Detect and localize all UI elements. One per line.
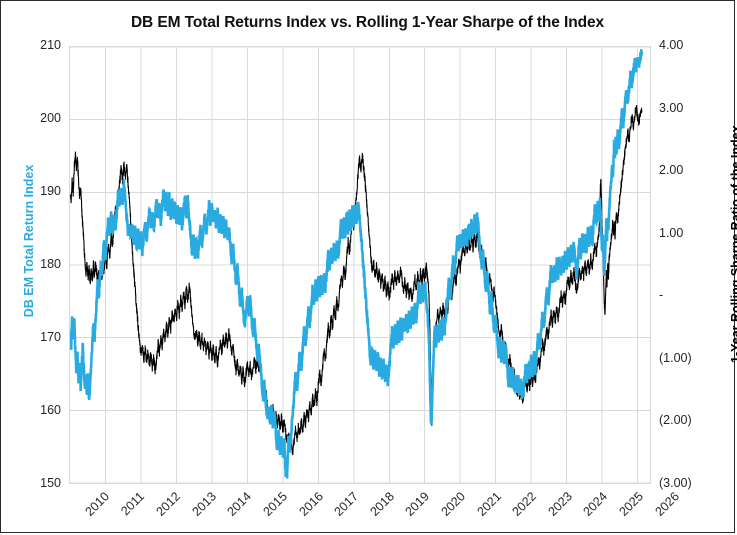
- y-axis-right-tick-label: -: [659, 288, 664, 303]
- x-axis-tick-label: 2022: [509, 489, 540, 519]
- y-axis-right-tick-label: 2.00: [659, 163, 684, 178]
- y-axis-left-tick-label: 170: [40, 330, 61, 344]
- x-axis-tick-label: 2011: [117, 489, 147, 519]
- x-axis-tick-label: 2017: [331, 489, 362, 519]
- x-axis-tick-label: 2015: [260, 489, 290, 519]
- plot-area: [69, 46, 651, 484]
- x-axis-tick-label: 2013: [189, 489, 219, 519]
- y-axis-left-tick-label: 210: [40, 38, 61, 52]
- x-axis-tick-label: 2010: [82, 489, 113, 519]
- y-axis-left-tick-label: 150: [40, 476, 61, 490]
- y-axis-right-title: 1-Year Rolling Sharpe Ratio of the Index: [729, 125, 737, 363]
- x-axis-tick-label: 2012: [153, 489, 184, 519]
- x-axis-tick-label: 2025: [616, 489, 646, 519]
- y-axis-right-tick-label: 1.00: [659, 225, 684, 240]
- x-axis-tick-label: 2024: [580, 489, 611, 519]
- plot-canvas: [70, 47, 650, 483]
- page-title: DB EM Total Returns Index vs. Rolling 1-…: [130, 14, 605, 31]
- x-axis-tick-label: 2020: [438, 489, 468, 519]
- x-axis-tick-label: 2021: [473, 489, 504, 519]
- x-axis-tick-label: 2023: [545, 489, 575, 519]
- y-axis-right-tick-label: 4.00: [659, 38, 684, 52]
- y-axis-right-tick-label: (1.00): [659, 350, 692, 365]
- x-axis-tick-label: 2026: [651, 489, 682, 519]
- x-axis-tick-label: 2019: [402, 489, 433, 519]
- x-axis-tick-label: 2018: [367, 489, 397, 519]
- y-axis-left-tick-label: 160: [40, 403, 61, 417]
- x-axis-tick-label: 2014: [224, 489, 255, 519]
- y-axis-left-title: DB EM Total Return Index: [22, 164, 36, 318]
- y-axis-left-tick-label: 190: [40, 184, 61, 198]
- series-lines: [70, 49, 644, 479]
- y-axis-right-tick-label: 3.00: [659, 100, 684, 115]
- x-axis-tick-label: 2016: [296, 489, 326, 519]
- y-axis-right-tick-label: (3.00): [659, 476, 692, 490]
- y-axis-left-tick-label: 200: [40, 111, 61, 125]
- y-axis-left-tick-label: 180: [40, 257, 61, 271]
- grid-lines: [70, 47, 650, 483]
- series-line-sharpe: [70, 49, 644, 479]
- y-axis-right-tick-label: (2.00): [659, 413, 692, 428]
